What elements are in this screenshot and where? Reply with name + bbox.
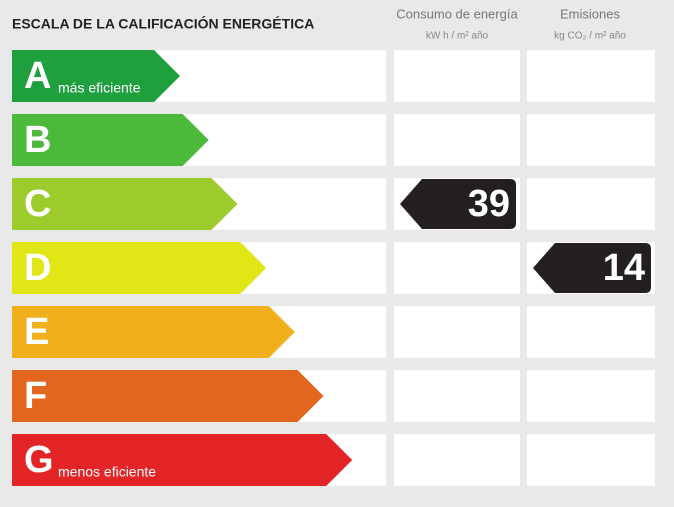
column-unit: kg CO₂ / m² año (554, 31, 626, 42)
value-cell (527, 434, 655, 486)
value-cell (394, 114, 520, 166)
value-cell (527, 114, 655, 166)
rating-note: menos eficiente (58, 464, 156, 480)
value-cell (394, 50, 520, 102)
value-cell (527, 370, 655, 422)
value-number: 39 (468, 183, 510, 225)
value-tag (533, 243, 651, 293)
value-cell (527, 50, 655, 102)
rating-note: más eficiente (58, 80, 141, 96)
value-cell (527, 306, 655, 358)
rating-letter: A (24, 55, 51, 97)
rating-letter: C (24, 183, 51, 225)
rating-arrow (12, 242, 267, 294)
value-tag (400, 179, 516, 229)
rating-arrow (12, 178, 238, 230)
value-cell (527, 178, 655, 230)
value-number: 14 (603, 247, 645, 289)
value-cell (394, 242, 520, 294)
rating-letter: E (24, 311, 49, 353)
rating-letter: B (24, 119, 51, 161)
column-unit: kW h / m² año (426, 31, 489, 42)
rating-arrow (12, 370, 324, 422)
value-cell (394, 434, 520, 486)
rating-arrow (12, 114, 209, 166)
column-title: Consumo de energía (396, 6, 518, 21)
value-cell (394, 370, 520, 422)
rating-letter: F (24, 375, 47, 417)
rating-letter: D (24, 247, 51, 289)
value-cell (394, 306, 520, 358)
rating-letter: G (24, 439, 54, 481)
rating-arrow (12, 50, 180, 102)
rating-arrow (12, 306, 295, 358)
column-title: Emisiones (560, 6, 620, 21)
rating-arrow (12, 434, 353, 486)
label-title: ESCALA DE LA CALIFICACIÓN ENERGÉTICA (12, 15, 314, 32)
